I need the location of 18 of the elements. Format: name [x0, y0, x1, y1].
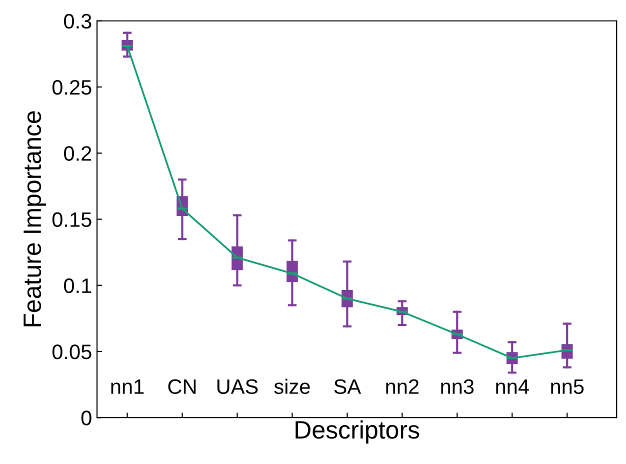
x-tick-label: size	[274, 378, 310, 394]
x-tick-label: nn4	[496, 379, 529, 394]
x-axis-title: Descriptors	[296, 420, 420, 444]
x-tick-label: SA	[334, 379, 362, 394]
y-axis-title: Feature Importance	[24, 111, 46, 326]
x-tick-label: nn3	[441, 379, 474, 394]
y-tick-label: 0.15	[52, 212, 92, 227]
y-tick-label: 0.25	[52, 80, 92, 95]
x-tick-label: nn1	[111, 379, 144, 394]
x-tick-label: nn2	[386, 379, 419, 394]
x-tick-label: nn5	[551, 379, 584, 394]
x-tick-label: UAS	[217, 379, 258, 394]
y-tick-label: 0.2	[64, 146, 92, 161]
y-tick-label: 0.1	[64, 278, 92, 294]
x-tick-label: CN	[168, 379, 196, 394]
y-tick-label: 0.05	[52, 344, 92, 360]
y-tick-label: 0	[81, 410, 92, 426]
y-tick-label: 0.3	[64, 14, 92, 29]
